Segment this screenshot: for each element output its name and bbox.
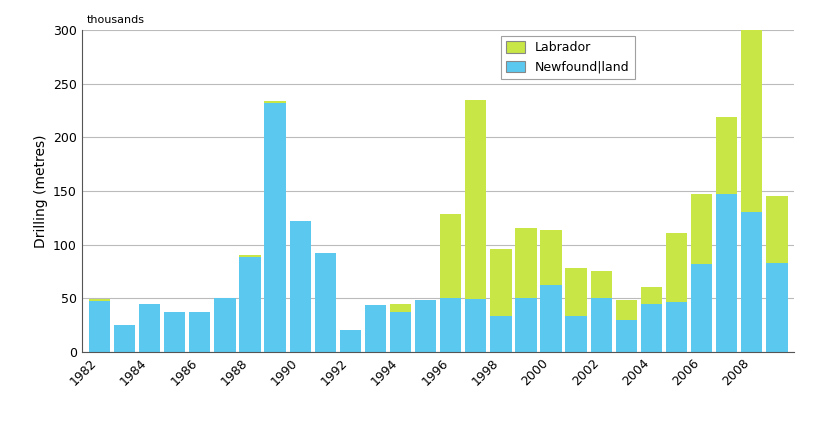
Bar	[289, 221, 311, 352]
Bar	[88, 301, 110, 352]
Bar	[265, 103, 286, 352]
Bar	[465, 100, 486, 299]
Bar	[590, 298, 612, 352]
Bar	[691, 264, 713, 352]
Bar	[767, 263, 788, 352]
Text: thousands: thousands	[87, 15, 145, 24]
Bar	[541, 230, 562, 285]
Bar	[265, 101, 286, 103]
Bar	[515, 228, 536, 298]
Legend: Labrador, Newfound|land: Labrador, Newfound|land	[501, 36, 635, 79]
Bar	[640, 303, 662, 352]
Bar	[239, 255, 260, 257]
Bar	[666, 302, 687, 352]
Y-axis label: Drilling (metres): Drilling (metres)	[34, 134, 48, 248]
Bar	[491, 316, 512, 352]
Bar	[440, 298, 461, 352]
Bar	[415, 300, 437, 352]
Bar	[590, 271, 612, 298]
Bar	[164, 312, 185, 352]
Bar	[440, 214, 461, 298]
Bar	[390, 303, 411, 312]
Bar	[691, 194, 713, 264]
Bar	[741, 212, 762, 352]
Bar	[716, 194, 737, 352]
Bar	[314, 253, 336, 352]
Bar	[139, 303, 161, 352]
Bar	[465, 299, 486, 352]
Bar	[541, 285, 562, 352]
Bar	[88, 299, 110, 301]
Bar	[767, 196, 788, 263]
Bar	[189, 312, 210, 352]
Bar	[390, 312, 411, 352]
Bar	[565, 268, 587, 316]
Bar	[340, 330, 361, 352]
Bar	[640, 287, 662, 303]
Bar	[565, 316, 587, 352]
Bar	[616, 300, 637, 320]
Bar	[239, 257, 260, 352]
Bar	[741, 30, 762, 212]
Bar	[215, 298, 236, 352]
Bar	[666, 233, 687, 302]
Bar	[515, 298, 536, 352]
Bar	[114, 325, 135, 352]
Bar	[616, 320, 637, 352]
Bar	[716, 117, 737, 194]
Bar	[491, 249, 512, 316]
Bar	[364, 305, 386, 352]
